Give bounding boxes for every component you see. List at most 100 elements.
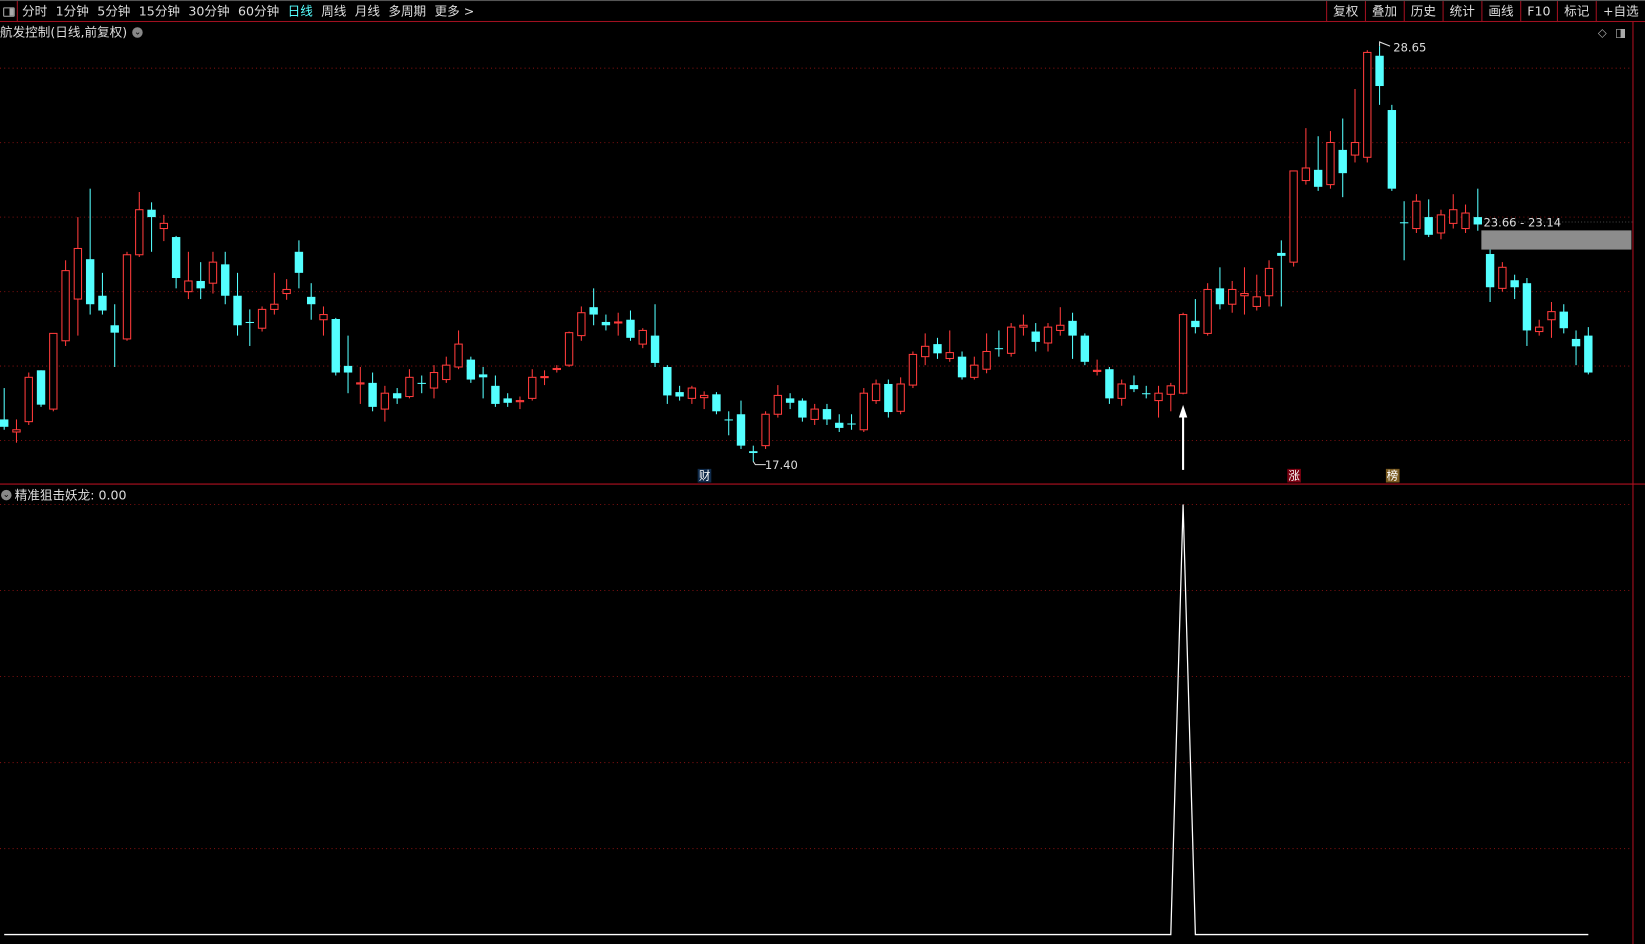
candle-body-up [1166,385,1175,395]
candle-body-down [1129,385,1139,390]
period-tab-8[interactable]: 月线 [354,4,380,19]
toolbar-button-5[interactable]: F10 [1519,1,1557,23]
candle-body-up [699,394,709,399]
period-tab-2[interactable]: 5分钟 [97,4,131,19]
toolbar-button-2[interactable]: 历史 [1403,1,1442,23]
candle-body-down [1485,254,1495,288]
candle-body-down [650,335,660,363]
candle-body-down [417,382,426,384]
limit-up-tag[interactable]: 涨 [1287,468,1301,483]
candle-body-up [1547,311,1556,321]
candle-body-down [957,356,967,378]
candle-body-up [1056,324,1065,331]
candle-body-down [847,423,856,425]
period-tab-3[interactable]: 15分钟 [138,4,181,19]
candle-body-down [835,422,844,428]
main-chart-title: 航发控制(日线,前复权) ⌄ [0,23,143,41]
candle-body-down [368,382,377,407]
candle-body-up [159,222,169,230]
period-tab-7[interactable]: 周线 [321,4,347,19]
diamond-icon[interactable]: ◇ [1597,26,1607,40]
signal-arrow-head [1178,404,1188,418]
candle-body-down [85,259,95,305]
candle-body-down [1559,311,1568,329]
candle-body-up [773,394,783,415]
period-tab-4[interactable]: 30分钟 [188,4,230,19]
candle-body-up [270,303,279,310]
indicator-title: ⌄ 精准狙击妖龙 : 0.00 [0,486,127,504]
toolbar-button-1[interactable]: 叠加 [1364,1,1404,23]
stock-title: 航发控制(日线,前复权) [0,25,128,40]
candle-body-up [577,312,586,337]
candle-body-down [1031,331,1040,342]
candle-body-down [196,280,205,289]
candle-body-up [1326,141,1335,186]
period-tab-5[interactable]: 60分钟 [238,4,280,19]
candle-body-up [921,345,930,358]
candle-body-up [282,288,291,295]
candle-body-up [208,261,218,284]
candle-body-up [761,413,770,447]
candle-body-down [98,295,107,311]
candle-body-up [1252,296,1261,307]
candle-body-up [135,209,144,256]
candle-body-down [1510,280,1519,288]
period-tab-9[interactable]: 多周期 [388,4,427,19]
candle-body-down [749,451,758,454]
candle-body-up [454,343,463,368]
chevron-down-icon[interactable]: ⌄ [132,26,143,38]
period-tab-0[interactable]: 分时 [22,4,48,19]
high-marker-arrow [1379,41,1391,47]
candle-body-up [638,329,647,345]
candle-body-up [552,367,561,371]
candle-body-down [1142,393,1151,395]
period-tab-10[interactable]: 更多 > [434,4,475,19]
candle-body-up [1363,51,1372,158]
candle-body-down [1473,217,1483,225]
candle-body-down [331,318,340,373]
candle-body-down [392,393,402,399]
candle-body-down [1105,369,1114,399]
candle-body-down [1584,335,1593,373]
candle-body-down [110,325,119,333]
sidebar-toggle-icon[interactable] [0,1,18,23]
chevron-down-icon[interactable]: ⌄ [1,489,12,500]
indicator-value: : 0.00 [90,487,127,502]
low-marker-arrow [752,461,766,466]
candle-body-up [1289,170,1298,263]
candle-body-up [945,352,954,360]
candle-body-down [822,409,832,420]
candle-body-down [626,319,635,338]
candle-body-up [356,382,365,385]
ranking-tag[interactable]: 榜 [1385,468,1400,483]
candle-body-up [810,408,819,420]
period-tab-6[interactable]: 日线 [287,4,313,19]
candle-body-down [785,398,795,403]
candle-body-up [49,332,58,410]
candle-body-up [1228,288,1237,305]
toolbar-button-3[interactable]: 统计 [1442,1,1481,23]
toolbar-button-4[interactable]: 画线 [1481,1,1520,23]
candle-body-up [908,353,918,386]
candle-body-down [343,365,353,373]
period-toolbar: 分时 1分钟 5分钟 15分钟 30分钟 60分钟 日线 周线 月线 多周期 更多 > 复权 叠加 历史… [0,0,1645,23]
candle-body-down [171,237,181,279]
candle-body-down [994,348,1004,350]
candle-body-down [1338,149,1347,174]
period-tab-1[interactable]: 1分钟 [55,4,89,19]
candle-body-down [147,209,156,218]
panel-toggle-icon[interactable]: ◨ [1615,26,1627,40]
candle-body-up [1019,324,1028,328]
candle-body-down [233,295,242,326]
finance-tag[interactable]: 财 [697,468,712,483]
candle-body-up [61,270,70,342]
toolbar-button-0[interactable]: 复权 [1325,1,1365,23]
toolbar-button-7[interactable]: +自选 [1595,1,1645,23]
candle-body-down [1277,252,1286,256]
candle-body-up [12,429,21,433]
toolbar-button-6[interactable]: 标记 [1556,1,1596,23]
candle-body-up [405,376,414,398]
candle-body-down [1068,320,1077,336]
